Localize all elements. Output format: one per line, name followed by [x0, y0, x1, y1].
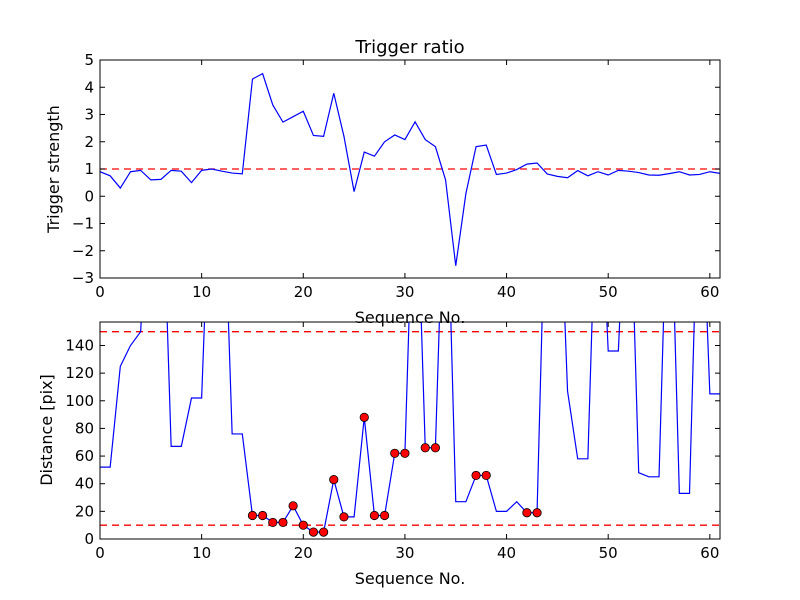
trigger-ratio-chart: Trigger ratio Sequence No. Trigger stren…	[44, 37, 721, 327]
data-point-marker	[522, 508, 532, 518]
data-point-marker	[400, 448, 410, 458]
data-point-marker	[420, 443, 430, 453]
y-tick-label: −3	[72, 269, 94, 287]
data-point-marker	[268, 517, 278, 528]
series-line	[100, 72, 720, 266]
data-point-marker	[278, 517, 288, 528]
x-axis-label: Sequence No.	[355, 569, 466, 588]
y-tick-label: 1	[84, 160, 94, 178]
series-line	[100, 322, 720, 533]
x-tick-label: 0	[95, 283, 105, 301]
data-point-marker	[329, 474, 339, 485]
data-point-marker	[379, 510, 390, 521]
x-tick-label: 40	[497, 283, 516, 301]
y-tick-label: −1	[72, 215, 94, 233]
y-tick-label: 40	[75, 475, 94, 493]
x-tick-label: 30	[395, 283, 414, 301]
data-point-marker	[308, 527, 319, 537]
x-tick-label: 60	[700, 283, 719, 301]
y-tick-label: 0	[84, 187, 94, 205]
y-tick-label: 3	[84, 106, 94, 124]
data-point-marker	[471, 470, 481, 481]
x-tick-label: 0	[95, 544, 105, 562]
data-point-marker	[247, 510, 258, 521]
plot-frame	[99, 321, 721, 540]
data-point-marker	[298, 520, 308, 530]
y-axis-label: Trigger strength	[44, 105, 63, 234]
y-tick-label: 120	[65, 364, 94, 382]
x-axis-label: Sequence No.	[355, 308, 466, 327]
y-tick-label: 2	[84, 133, 94, 151]
data-point-marker	[481, 470, 491, 481]
x-tick-label: 10	[192, 283, 211, 301]
y-tick-label: 140	[65, 336, 94, 354]
data-point-marker	[369, 510, 380, 521]
x-tick-label: 30	[395, 544, 414, 562]
data-point-marker	[390, 448, 400, 458]
y-tick-label: 60	[75, 447, 94, 465]
data-point-marker	[319, 527, 329, 537]
data-point-marker	[359, 412, 369, 422]
x-tick-label: 20	[294, 283, 313, 301]
y-tick-label: 0	[84, 530, 94, 548]
x-tick-label: 50	[599, 283, 618, 301]
y-tick-label: 20	[75, 502, 94, 520]
x-tick-label: 60	[700, 544, 719, 562]
x-tick-label: 10	[192, 544, 211, 562]
y-tick-label: −2	[72, 242, 94, 260]
data-point-marker	[532, 508, 542, 518]
data-point-marker	[430, 443, 441, 453]
data-point-marker	[288, 501, 298, 511]
y-tick-label: 100	[65, 392, 94, 410]
x-tick-label: 50	[599, 544, 618, 562]
y-tick-label: 5	[84, 51, 94, 69]
data-point-marker	[339, 512, 349, 522]
y-tick-label: 80	[75, 419, 94, 437]
distance-chart: Sequence No. Distance [pix] 0 10 20 30 40 50 6…	[37, 321, 721, 588]
y-tick-label: 4	[84, 78, 94, 96]
y-axis-label: Distance [pix]	[37, 374, 56, 486]
x-tick-label: 20	[294, 544, 313, 562]
x-tick-label: 40	[497, 544, 516, 562]
data-point-marker	[258, 510, 268, 521]
chart-title: Trigger ratio	[354, 37, 464, 58]
